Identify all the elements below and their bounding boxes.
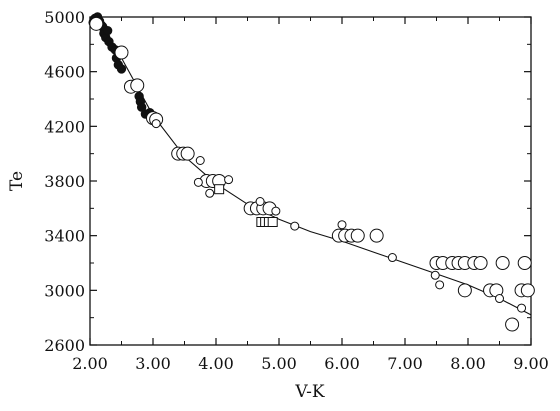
data-points [88, 12, 535, 332]
x-tick-label: 8.00 [450, 354, 486, 373]
x-tick-label: 5.00 [261, 354, 297, 373]
filled-point [102, 25, 113, 36]
y-tick-label: 3400 [44, 227, 85, 246]
open-point-large [180, 146, 195, 161]
y-tick-label: 3000 [44, 281, 85, 300]
open-point-small [195, 156, 205, 165]
open-point-small [205, 188, 215, 198]
open-point-small [255, 197, 265, 206]
y-tick-label: 4200 [44, 117, 85, 136]
open-point-large [473, 256, 488, 270]
square-point [214, 184, 225, 195]
open-point-large [350, 228, 365, 243]
y-tick-label: 3800 [44, 172, 85, 191]
open-point-small [495, 294, 504, 304]
x-tick-label: 3.00 [135, 354, 171, 373]
x-tick-label: 4.00 [198, 354, 234, 373]
filled-point [116, 64, 127, 74]
y-tick-label: 5000 [44, 8, 85, 27]
y-axis-title: Te [7, 171, 27, 191]
x-tick-label: 6.00 [324, 354, 360, 373]
y-tick-label: 2600 [44, 336, 85, 355]
y-tick-label: 4600 [44, 63, 85, 82]
open-point-large [495, 256, 510, 270]
x-tick-label: 9.00 [513, 354, 549, 373]
open-point-large [130, 78, 145, 93]
open-point-large [505, 317, 520, 332]
open-point-large [520, 283, 535, 298]
y-axis: 2600 3000 3400 3800 4200 4600 5000 [44, 8, 531, 355]
fit-curve [89, 16, 532, 316]
x-tick-label: 7.00 [387, 354, 423, 373]
open-point-large [369, 228, 384, 243]
open-point-large [89, 16, 104, 31]
square-point [267, 217, 278, 227]
open-point-small [271, 206, 281, 216]
open-point-small [517, 303, 527, 313]
open-point-large [517, 256, 532, 270]
x-axis-title: V-K [294, 382, 324, 402]
x-tick-label: 2.00 [72, 354, 108, 373]
open-point-small [224, 175, 234, 185]
open-point-small [193, 177, 203, 187]
x-axis: 2.00 3.00 4.00 5.00 6.00 7.00 8.00 9.00 [72, 17, 549, 373]
open-point-large [114, 45, 129, 60]
open-point-large [457, 283, 472, 298]
open-point-small [435, 280, 445, 290]
open-point-small [151, 119, 161, 129]
open-point-small [290, 221, 300, 231]
open-point-small [337, 220, 347, 230]
open-point-small [430, 270, 440, 280]
open-point-small [387, 253, 397, 263]
